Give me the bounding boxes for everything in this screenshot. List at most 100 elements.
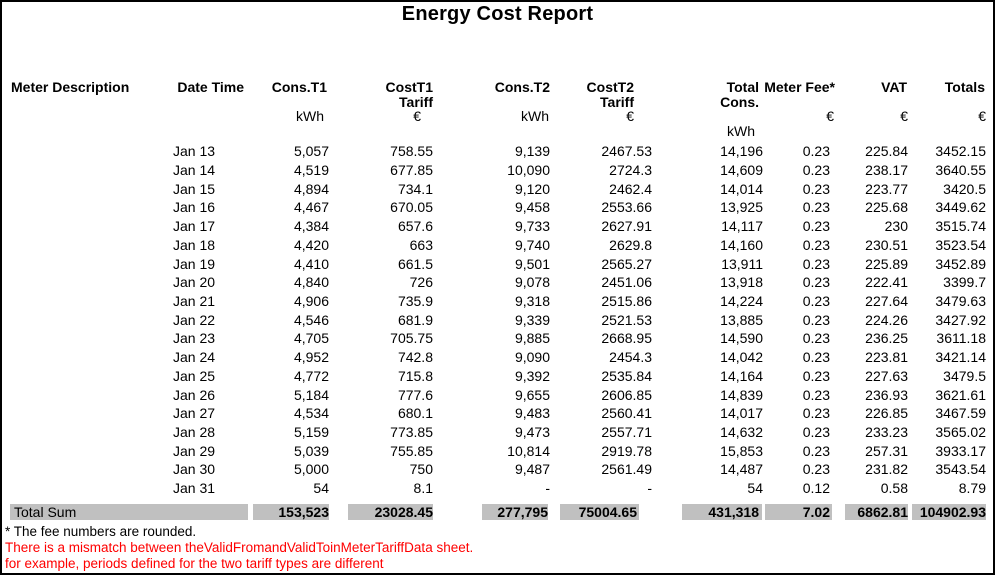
cell-totals: 3479.63 (935, 293, 986, 309)
cell-cost-t2-tariff: 2467.53 (601, 143, 652, 160)
cell-meter-description (10, 292, 170, 311)
cell-vat: 222.41 (865, 274, 908, 291)
cell-total-cons: 15,853 (720, 442, 763, 459)
cell-meter-fee: 0.12 (802, 480, 830, 497)
report-table-container: Meter Description Date Time Cons.T1 kWh C… (2, 80, 987, 572)
cell-meter-fee: 0.23 (802, 367, 830, 384)
cell-totals: 3515.74 (935, 218, 986, 235)
cell-cons-t2: 10,814 (507, 442, 550, 459)
cell-total-cons: 14,590 (720, 330, 763, 347)
cell-cons-t2: 9,473 (514, 423, 550, 440)
cell-cost-t2-tariff: 2561.49 (601, 461, 652, 478)
cell-total-cons: 14,017 (720, 405, 763, 422)
cell-total-cons: 14,164 (720, 367, 763, 384)
table-row: Jan 24 4,952 742.8 9,090 2454.3 14,042 0.23 223… (10, 348, 987, 367)
cell-cost-t1-tariff: 773.85 (390, 423, 433, 440)
cell-cost-t2-tariff: 2560.41 (601, 405, 652, 422)
report-table-body: Jan 13 5,057 758.55 9,139 2467.53 14,196 0.23 2… (10, 142, 987, 497)
col-header-cons-t1: Cons.T1 kWh (271, 79, 327, 125)
cell-totals: 3452.89 (935, 255, 986, 272)
table-row: Jan 16 4,467 670.05 9,458 2553.66 13,925 0.23 2… (10, 198, 987, 217)
cell-meter-description (10, 348, 170, 367)
cell-cost-t1-tariff: 715.8 (397, 367, 433, 384)
cell-cons-t2: 9,339 (514, 311, 550, 328)
cell-date-time: Jan 24 (173, 349, 216, 366)
cell-meter-description (10, 161, 170, 180)
cell-meter-fee: 0.23 (802, 442, 830, 459)
cell-vat: 236.93 (865, 386, 908, 403)
cell-vat: 233.23 (865, 423, 908, 440)
cell-totals: 3640.55 (935, 162, 986, 179)
cell-vat: 257.31 (865, 442, 908, 459)
table-row: Jan 25 4,772 715.8 9,392 2535.84 14,164 0.23 22… (10, 367, 987, 386)
cell-total-cons: 13,911 (721, 255, 763, 272)
cell-totals: 3420.5 (943, 180, 986, 197)
total-cons-t2: 277,795 (434, 498, 550, 520)
report-title: Energy Cost Report (401, 3, 594, 25)
cell-cost-t1-tariff: 663 (409, 236, 433, 253)
cell-meter-fee: 0.23 (802, 461, 830, 478)
cell-cost-t1-tariff: 705.75 (390, 330, 433, 347)
cell-cost-t2-tariff: 2462.4 (609, 180, 652, 197)
table-row: Jan 14 4,519 677.85 10,090 2724.3 14,609 0.23 2… (10, 161, 987, 180)
cell-total-cons: 14,160 (720, 236, 763, 253)
cell-meter-fee: 0.23 (802, 255, 830, 272)
cell-meter-fee: 0.23 (802, 143, 830, 160)
cell-cost-t1-tariff: 661.5 (397, 255, 433, 272)
cell-total-cons: 14,196 (720, 143, 763, 160)
cell-total-cons: 14,014 (720, 180, 763, 197)
cell-cons-t2: 9,090 (514, 349, 550, 366)
cell-vat: 223.81 (865, 349, 908, 366)
cell-vat: 225.68 (865, 199, 908, 216)
table-row: Jan 31 54 8.1 - - 54 0.12 0.58 8.79 (10, 479, 987, 498)
cell-totals: 3467.59 (935, 405, 986, 422)
cell-totals: 3427.92 (935, 311, 986, 328)
cell-cons-t2: - (545, 480, 550, 497)
cell-meter-description (10, 367, 170, 386)
cell-date-time: Jan 16 (173, 199, 216, 216)
cell-cost-t2-tariff: 2919.78 (601, 442, 652, 459)
cell-totals: 8.79 (958, 480, 986, 497)
report-table-header: Meter Description Date Time Cons.T1 kWh C… (10, 80, 987, 142)
cell-cons-t1: 4,420 (293, 236, 329, 253)
cell-cons-t2: 9,501 (514, 255, 550, 272)
cell-meter-description (10, 255, 170, 274)
cell-totals: 3543.54 (935, 461, 986, 478)
cell-date-time: Jan 26 (173, 386, 216, 403)
cell-cons-t1: 5,159 (293, 423, 329, 440)
table-row: Jan 21 4,906 735.9 9,318 2515.86 14,224 0.23 22… (10, 292, 987, 311)
cell-cons-t1: 4,840 (293, 274, 329, 291)
cell-cons-t2: 9,655 (514, 386, 550, 403)
cell-meter-fee: 0.23 (802, 218, 830, 235)
cell-cons-t1: 4,519 (293, 162, 329, 179)
col-header-total-cons: Total Cons. kWh (720, 79, 759, 139)
cell-total-cons: 14,632 (720, 423, 763, 440)
cell-cons-t1: 4,705 (293, 330, 329, 347)
cell-cost-t1-tariff: 735.9 (397, 293, 433, 309)
cell-vat: 230.51 (865, 236, 908, 253)
total-sum-row: Total Sum 153,523 23028.45 277,795 75004.65 4… (10, 498, 987, 520)
cell-cons-t1: 4,384 (293, 218, 329, 235)
cell-cons-t2: 9,733 (514, 218, 550, 235)
cell-total-cons: 14,224 (720, 293, 763, 309)
cell-date-time: Jan 25 (173, 367, 216, 384)
warning-line-2: for example, periods defined for the two… (5, 555, 384, 571)
cell-date-time: Jan 22 (173, 311, 216, 328)
col-header-vat: VAT € (881, 79, 908, 125)
cell-cost-t2-tariff: 2535.84 (601, 367, 652, 384)
cell-cost-t1-tariff: 758.55 (390, 143, 433, 160)
table-row: Jan 23 4,705 705.75 9,885 2668.95 14,590 0.23 2… (10, 329, 987, 348)
col-header-meter-description: Meter Description (11, 79, 130, 95)
cell-cost-t1-tariff: 8.1 (413, 480, 433, 497)
cell-cost-t1-tariff: 750 (409, 461, 433, 478)
table-row: Jan 13 5,057 758.55 9,139 2467.53 14,196 0.23 2… (10, 142, 987, 161)
cell-meter-fee: 0.23 (802, 311, 830, 328)
col-header-cost-t2-tariff: CostT2 Tariff € (586, 79, 634, 125)
cell-date-time: Jan 27 (173, 405, 216, 422)
cell-totals: 3399.7 (943, 274, 986, 291)
warning-line-1: There is a mismatch between theValidFrom… (5, 539, 474, 555)
cell-cost-t2-tariff: 2627.91 (601, 218, 652, 235)
cell-cost-t1-tariff: 742.8 (397, 349, 433, 366)
cell-meter-description (10, 217, 170, 236)
